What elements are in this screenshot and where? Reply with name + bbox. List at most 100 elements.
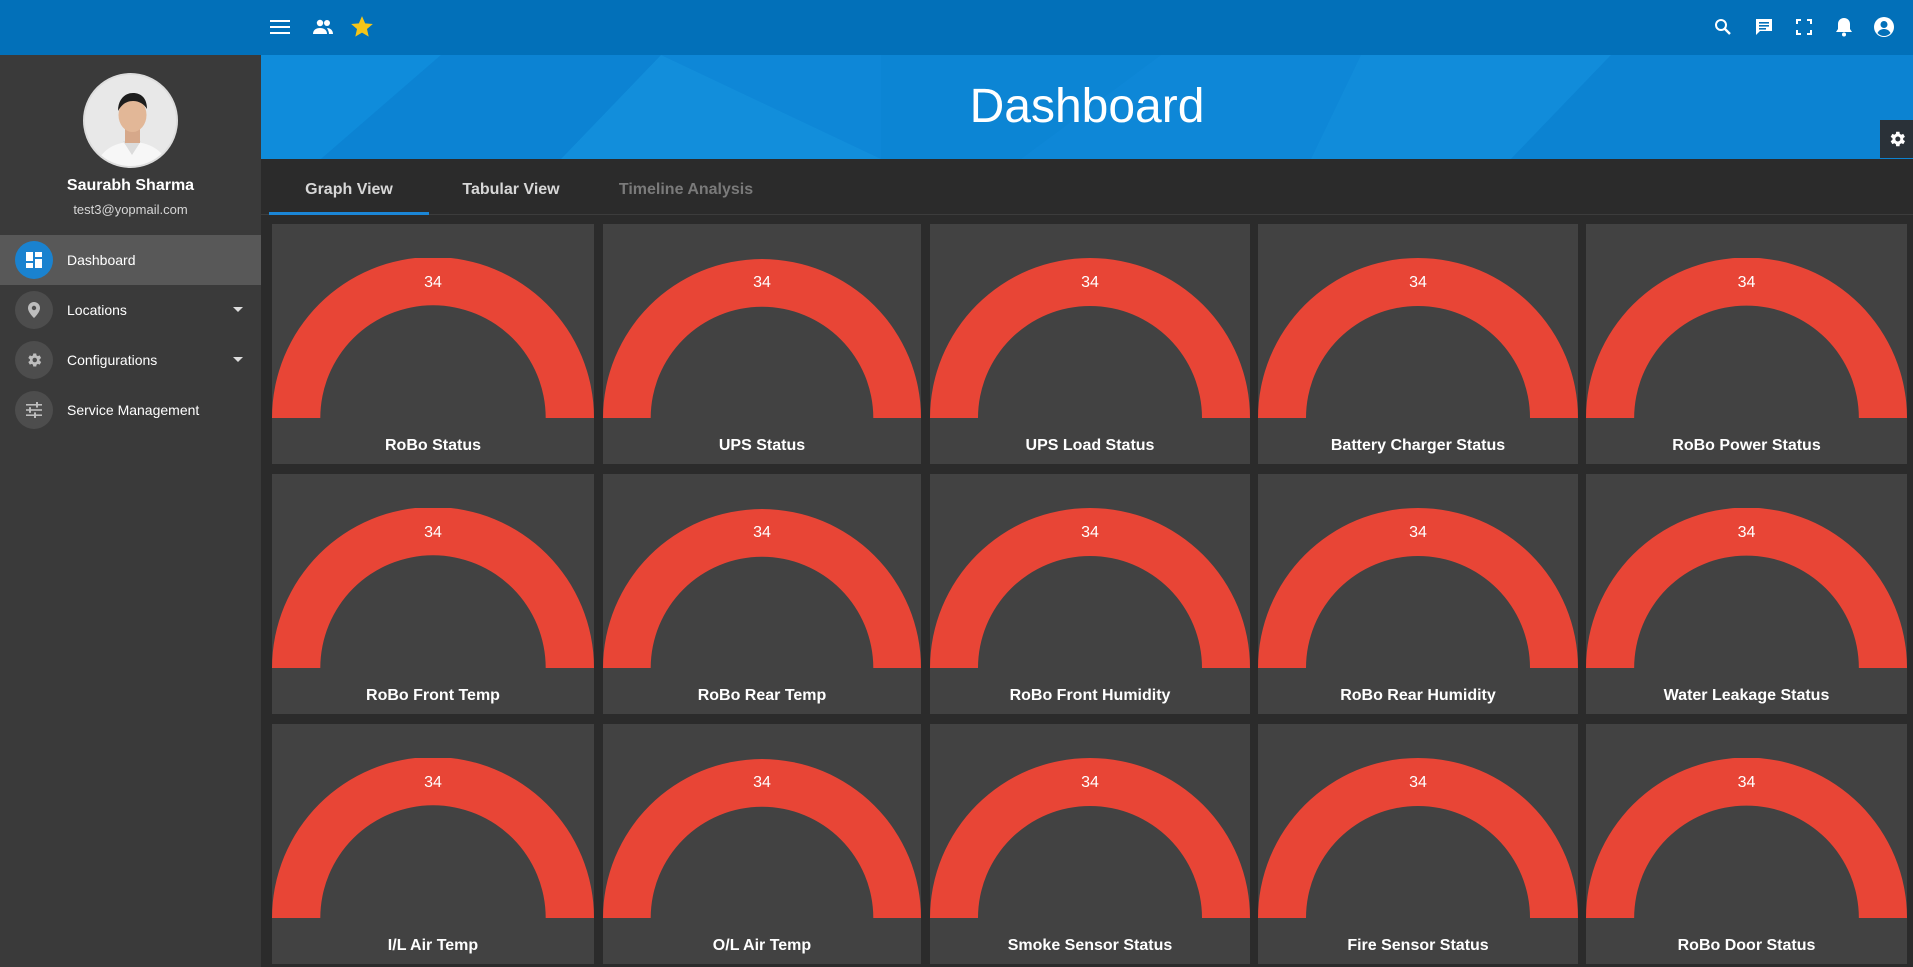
sidebar-item-dashboard[interactable]: Dashboard xyxy=(0,235,261,285)
user-name: Saurabh Sharma xyxy=(66,177,195,194)
gauge-value: 34 xyxy=(424,774,442,791)
gauge-title: UPS Status xyxy=(718,437,806,454)
gauge-title: RoBo Front Humidity xyxy=(1009,687,1171,704)
location-pin-icon xyxy=(15,291,53,329)
gauge-value: 34 xyxy=(424,274,442,291)
gauge-title: RoBo Rear Temp xyxy=(697,687,827,704)
page-header-banner: Dashboard xyxy=(261,55,1913,159)
gauge-title: UPS Load Status xyxy=(1025,437,1155,454)
gauge-card[interactable]: 34 RoBo Door Status xyxy=(1586,724,1907,964)
gauge-band xyxy=(1586,258,1907,418)
gauge-band xyxy=(603,759,921,918)
bell-icon[interactable] xyxy=(1831,14,1857,40)
chevron-down-icon[interactable] xyxy=(233,307,243,312)
gauge-card[interactable]: 34 RoBo Status xyxy=(272,224,594,464)
gauge-band xyxy=(1258,508,1578,668)
gauge-arc xyxy=(930,758,1250,918)
gauge-title: RoBo Power Status xyxy=(1672,437,1821,454)
gauge-band xyxy=(272,258,594,418)
gauge-band xyxy=(603,509,921,668)
tab-timeline-analysis[interactable]: Timeline Analysis xyxy=(618,181,754,198)
gauge-arc xyxy=(603,759,921,918)
sliders-icon xyxy=(15,391,53,429)
users-icon[interactable] xyxy=(310,14,336,40)
gauge-title: RoBo Front Temp xyxy=(366,687,500,704)
gauge-title: RoBo Door Status xyxy=(1677,937,1816,954)
gauge-value: 34 xyxy=(753,774,771,791)
search-icon[interactable] xyxy=(1710,14,1736,40)
gauge-card[interactable]: 34 Fire Sensor Status xyxy=(1258,724,1578,964)
gauge-band xyxy=(930,758,1250,918)
view-tabs: Graph View Tabular View Timeline Analysi… xyxy=(261,159,1913,215)
gauge-band xyxy=(930,508,1250,668)
gauge-value: 34 xyxy=(753,274,771,291)
gauge-arc xyxy=(1586,758,1907,918)
gauge-arc xyxy=(603,509,921,668)
banner-pattern xyxy=(261,55,1913,159)
gauge-card[interactable]: 34 I/L Air Temp xyxy=(272,724,594,964)
gauge-title: Smoke Sensor Status xyxy=(1007,937,1173,954)
gauge-card[interactable]: 34 O/L Air Temp xyxy=(603,724,921,964)
sidebar-item-label: Locations xyxy=(67,302,127,318)
gauge-title: RoBo Status xyxy=(385,437,481,454)
user-email: test3@yopmail.com xyxy=(73,202,188,217)
menu-icon[interactable] xyxy=(267,14,293,40)
tab-tabular-view[interactable]: Tabular View xyxy=(462,181,560,198)
chat-icon[interactable] xyxy=(1751,14,1777,40)
gauge-card[interactable]: 34 RoBo Front Humidity xyxy=(930,474,1250,714)
gauge-arc xyxy=(1586,258,1907,418)
gauge-card[interactable]: 34 RoBo Rear Temp xyxy=(603,474,921,714)
fullscreen-icon[interactable] xyxy=(1791,14,1817,40)
sidebar-nav: Dashboard Locations Configurations Servi… xyxy=(0,235,261,435)
gauge-title: Battery Charger Status xyxy=(1330,437,1506,454)
gauge-card[interactable]: 34 RoBo Rear Humidity xyxy=(1258,474,1578,714)
gauge-band xyxy=(1586,508,1907,668)
gauge-arc xyxy=(1586,508,1907,668)
gauge-value: 34 xyxy=(1409,774,1427,791)
gauge-card[interactable]: 34 UPS Load Status xyxy=(930,224,1250,464)
star-icon[interactable] xyxy=(349,14,375,40)
dashboard-icon xyxy=(15,241,53,279)
chevron-down-icon[interactable] xyxy=(233,357,243,362)
sidebar-item-locations[interactable]: Locations xyxy=(0,285,261,335)
account-icon[interactable] xyxy=(1871,14,1897,40)
gauge-band xyxy=(272,758,594,918)
gauge-title: Fire Sensor Status xyxy=(1347,937,1489,954)
sidebar: Saurabh Sharma test3@yopmail.com Dashboa… xyxy=(0,55,261,967)
sidebar-item-label: Service Management xyxy=(67,402,200,418)
gauge-card[interactable]: 34 RoBo Front Temp xyxy=(272,474,594,714)
gauge-value: 34 xyxy=(1081,274,1099,291)
gauge-title: RoBo Rear Humidity xyxy=(1340,687,1496,704)
gauge-arc xyxy=(272,258,594,418)
gauge-value: 34 xyxy=(1737,774,1756,791)
tab-graph-view[interactable]: Graph View xyxy=(269,159,429,215)
page-title: Dashboard xyxy=(969,80,1205,133)
gauge-card[interactable]: 34 UPS Status xyxy=(603,224,921,464)
gauge-arc xyxy=(1258,258,1578,418)
gauge-card[interactable]: 34 RoBo Power Status xyxy=(1586,224,1907,464)
gear-icon xyxy=(15,341,53,379)
gauge-band xyxy=(603,259,921,418)
gauge-arc xyxy=(603,259,921,418)
avatar[interactable] xyxy=(83,73,178,168)
gauge-value: 34 xyxy=(1409,274,1427,291)
sidebar-item-configurations[interactable]: Configurations xyxy=(0,335,261,385)
gauge-value: 34 xyxy=(1081,774,1099,791)
gauge-value: 34 xyxy=(1737,524,1756,541)
gauge-band xyxy=(1586,758,1907,918)
gauge-card[interactable]: 34 Water Leakage Status xyxy=(1586,474,1907,714)
gauge-arc xyxy=(1258,758,1578,918)
gauge-card[interactable]: 34 Battery Charger Status xyxy=(1258,224,1578,464)
gauge-title: Water Leakage Status xyxy=(1663,687,1830,704)
gauge-arc xyxy=(930,508,1250,668)
sidebar-item-service-management[interactable]: Service Management xyxy=(0,385,261,435)
sidebar-item-label: Dashboard xyxy=(67,252,136,268)
gauge-band xyxy=(930,258,1250,418)
top-app-bar xyxy=(0,0,1913,55)
gauge-band xyxy=(272,508,594,668)
gear-icon xyxy=(1890,131,1905,147)
gauge-band xyxy=(1258,258,1578,418)
gauge-arc xyxy=(272,758,594,918)
settings-gear-button[interactable] xyxy=(1880,120,1913,158)
gauge-card[interactable]: 34 Smoke Sensor Status xyxy=(930,724,1250,964)
